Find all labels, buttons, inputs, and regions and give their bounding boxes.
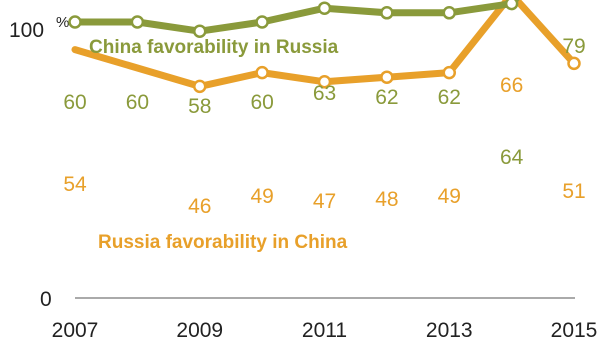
data-label-russia-in-china-2009: 46 [188,195,211,218]
data-label-russia-in-china-2014: 66 [500,74,523,97]
point-china-in-russia-2009 [193,24,207,38]
point-china-in-russia-2014 [504,0,519,11]
point-russia-in-china-2013 [442,65,456,80]
data-label-china-in-russia-2011: 63 [313,82,336,105]
data-label-russia-in-china-2010: 49 [250,185,273,208]
series-titles: China favorability in Russia Russia favo… [89,37,348,253]
point-russia-in-china-2011 [317,75,332,89]
data-label-china-in-russia-2009: 58 [188,95,211,118]
x-tick-label-2011: 2011 [302,319,347,342]
axis-layer: 100 % 0 [9,14,575,311]
x-tick-label-2013: 2013 [426,319,473,342]
point-china-in-russia-2008 [130,15,145,29]
point-china-in-russia-2007 [68,15,82,29]
x-tick-label-2007: 2007 [52,319,99,342]
x-tick-label-2015: 2015 [551,319,598,342]
series-title-china-in-russia: China favorability in Russia [89,37,339,58]
point-russia-in-china-2015 [567,56,581,71]
data-label-russia-in-china-2015: 51 [562,180,585,203]
data-label-china-in-russia-2008: 60 [126,91,149,114]
data-label-russia-in-china-2013: 49 [438,185,461,208]
point-russia-in-china-2010 [255,65,269,80]
data-label-china-in-russia-2010: 60 [250,91,273,114]
data-label-china-in-russia-2013: 62 [438,86,461,109]
y-axis-max-label: 100 [9,19,44,42]
data-label-russia-in-china-2012: 48 [375,188,398,211]
point-china-in-russia-2011 [317,1,332,15]
data-label-russia-in-china-2007: 54 [63,173,87,196]
y-axis-unit-label: % [56,14,69,31]
point-china-in-russia-2012 [380,6,394,20]
point-russia-in-china-2012 [380,70,394,84]
data-labels: 60 60 58 60 63 62 62 64 79 54 46 49 47 48 49 66 51 [63,35,585,218]
data-label-china-in-russia-2014: 64 [500,146,524,169]
data-label-russia-in-china-2011: 47 [313,190,336,213]
data-label-china-in-russia-2007: 60 [63,91,86,114]
series-layer [68,0,581,94]
y-axis-min-label: 0 [40,288,52,311]
point-china-in-russia-2010 [255,15,269,29]
x-tick-label-2009: 2009 [176,319,223,342]
data-label-china-in-russia-2012: 62 [375,86,398,109]
series-title-russia-in-china: Russia favorability in China [98,232,348,253]
x-tick-labels: 2007 2009 2011 2013 2015 [52,319,598,342]
point-china-in-russia-2013 [442,6,456,20]
data-label-china-in-russia-2015: 79 [562,35,585,58]
point-russia-in-china-2009 [193,79,207,94]
